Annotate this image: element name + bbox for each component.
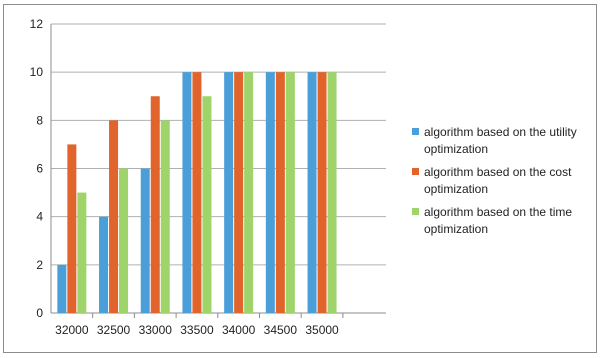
bar [109,120,119,313]
bar [140,168,150,313]
bar [234,72,244,314]
x-tick-label: 32500 [97,323,131,337]
x-tick-label: 34000 [222,323,256,337]
y-tick-label: 6 [36,162,43,176]
legend-item-time: algorithm based on the time optimization [412,204,600,238]
y-tick-label: 0 [36,306,43,320]
legend-label-utility: algorithm based on the utility optimizat… [424,125,577,156]
x-tick-label: 33500 [180,323,214,337]
x-tick-label: 34500 [264,323,298,337]
legend-label-time: algorithm based on the time optimization [424,205,573,236]
legend-swatch-time [412,208,419,215]
y-tick-label: 10 [30,65,44,79]
bar [192,72,202,314]
bar [182,72,192,314]
y-tick-label: 8 [36,113,43,127]
bar [307,72,317,314]
bar [150,96,160,313]
bar [244,72,254,314]
bar [99,216,109,313]
bar [275,72,285,314]
x-tick-label: 33000 [139,323,173,337]
bar [265,72,275,314]
legend-swatch-utility [412,128,419,135]
x-tick-label: 32000 [55,323,89,337]
bar [67,144,77,313]
legend-item-utility: algorithm based on the utility optimizat… [412,124,600,158]
bar [119,168,129,313]
legend: algorithm based on the utility optimizat… [412,124,600,244]
bar [327,72,337,314]
bar [224,72,234,314]
bar [317,72,327,314]
y-tick-label: 2 [36,258,43,272]
bar [77,192,87,313]
legend-label-cost: algorithm based on the cost optimization [424,165,572,196]
y-tick-label: 4 [36,210,43,224]
x-tick-label: 35000 [305,323,339,337]
bar [202,96,212,313]
legend-item-cost: algorithm based on the cost optimization [412,164,600,198]
y-tick-label: 12 [30,17,44,31]
bar [57,264,67,313]
bar [160,120,170,313]
legend-swatch-cost [412,168,419,175]
bar [285,72,295,314]
